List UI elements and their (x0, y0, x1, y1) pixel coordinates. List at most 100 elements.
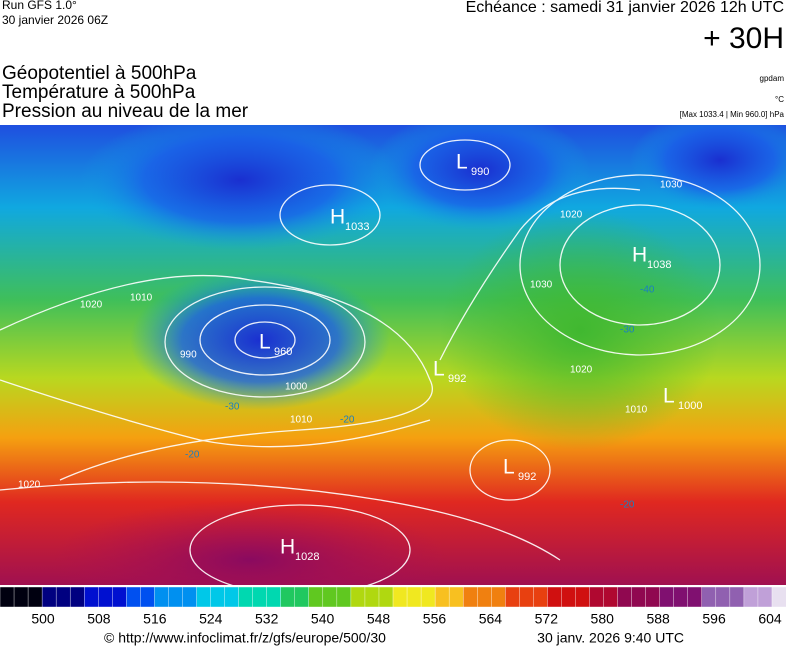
colorbar-swatch (771, 586, 786, 608)
colorbar-tick-label: 524 (199, 611, 223, 627)
colorbar-tick-label: 596 (702, 611, 726, 627)
colorbar-swatch (126, 586, 141, 608)
legend-line: Pression au niveau de la mer (2, 101, 249, 122)
center-value: 960 (274, 346, 292, 358)
colorbar-swatch (13, 586, 29, 608)
colorbar-swatch (547, 586, 562, 608)
center-letter: L (259, 331, 271, 354)
center-letter: L (663, 385, 675, 408)
colorbar-swatch (505, 586, 520, 608)
colorbar-swatch (84, 586, 99, 608)
colorbar-tick-label: 508 (87, 611, 111, 627)
colorbar-tick-label: 564 (479, 611, 503, 627)
colorbar-swatch (266, 586, 282, 608)
center-value: 992 (448, 373, 466, 385)
center-letter: L (503, 456, 515, 479)
colorbar-tick-label: 604 (758, 611, 782, 627)
colorbar-swatch (336, 586, 352, 608)
range: [Max 1033.4 | Min 960.0] hPa (680, 110, 785, 119)
colorbar-swatch (112, 586, 127, 608)
colorbar-swatch (238, 586, 254, 608)
legend-line: Température à 500hPa (2, 82, 196, 103)
contour-label: 1010 (130, 293, 153, 304)
colorbar-swatch (210, 586, 226, 608)
colorbar-swatch (631, 586, 647, 608)
colorbar-swatch (575, 586, 591, 608)
colorbar-swatch (364, 586, 380, 608)
echeance: Echéance : samedi 31 janvier 2026 12h UT… (466, 0, 784, 16)
colorbar-swatch (603, 586, 619, 608)
center-letter: H (330, 206, 345, 229)
colorbar-tick-label: 516 (143, 611, 167, 627)
center-value: 1038 (647, 259, 671, 271)
colorbar-swatch (533, 586, 548, 608)
run: Run GFS 1.0° (2, 0, 77, 12)
colorbar (0, 586, 786, 608)
colorbar-swatch (27, 586, 43, 608)
colorbar-swatch (673, 586, 689, 608)
colorbar-swatch (140, 586, 155, 608)
center-value: 1033 (345, 221, 369, 233)
center-letter: L (433, 358, 445, 381)
colorbar-swatch (392, 586, 408, 608)
colorbar-swatch (743, 586, 759, 608)
colorbar-swatch (434, 586, 450, 608)
colorbar-tick-label: 572 (535, 611, 559, 627)
colorbar-swatch (561, 586, 576, 608)
colorbar-swatch (98, 586, 113, 608)
colorbar-swatch (715, 586, 731, 608)
contour-label: 1010 (625, 405, 648, 416)
colorbar-swatch (701, 586, 717, 608)
colorbar-swatch (378, 586, 394, 608)
colorbar-swatch (462, 586, 478, 608)
footer-url: © http://www.infoclimat.fr/z/gfs/europe/… (104, 630, 386, 646)
center-letter: H (632, 244, 647, 267)
colorbar-swatch (477, 586, 492, 608)
center-value: 1000 (678, 400, 702, 412)
run-date: 30 janvier 2026 06Z (2, 13, 108, 27)
contour-label: 1010 (290, 415, 313, 426)
colorbar-swatch (729, 586, 745, 608)
colorbar-swatch (322, 586, 338, 608)
contour-label: 1030 (530, 280, 553, 291)
colorbar-swatch (589, 586, 605, 608)
colorbar-swatch (519, 586, 534, 608)
contour-label: -40 (640, 285, 655, 296)
center-value: 990 (471, 166, 489, 178)
colorbar-swatch (168, 586, 183, 608)
center-letter: H (280, 536, 295, 559)
contour-label: -30 (620, 325, 635, 336)
colorbar-swatch (645, 586, 661, 608)
contour-label: -20 (620, 500, 635, 511)
colorbar-tick-label: 500 (31, 611, 55, 627)
colorbar-swatch (659, 586, 675, 608)
legend-line: Géopotentiel à 500hPa (2, 63, 197, 84)
contour-label: 1020 (80, 300, 103, 311)
contour-label: 990 (180, 350, 197, 361)
contour-label: -20 (340, 415, 355, 426)
colorbar-tick-label: 548 (367, 611, 391, 627)
colorbar-swatch (0, 586, 15, 608)
colorbar-swatch (55, 586, 71, 608)
contour-label: 1020 (570, 365, 593, 376)
offset: + 30H (703, 22, 784, 55)
colorbar-swatch (69, 586, 85, 608)
contour-label: 1020 (560, 210, 583, 221)
contour-label: 1000 (285, 382, 308, 393)
colorbar-swatch (41, 586, 57, 608)
colorbar-swatch (406, 586, 422, 608)
colorbar-swatch (182, 586, 197, 608)
contour-label: 1030 (660, 180, 683, 191)
contour-label: -30 (225, 402, 240, 413)
contour-label: -20 (185, 450, 200, 461)
colorbar-swatch (294, 586, 310, 608)
center-value: 992 (518, 471, 536, 483)
colorbar-swatch (687, 586, 703, 608)
colorbar-swatch (224, 586, 240, 608)
colorbar-tick-label: 588 (646, 611, 670, 627)
colorbar-tick-label: 556 (423, 611, 447, 627)
colorbar-swatch (757, 586, 773, 608)
unit: gpdam (760, 74, 785, 83)
colorbar-swatch (617, 586, 633, 608)
